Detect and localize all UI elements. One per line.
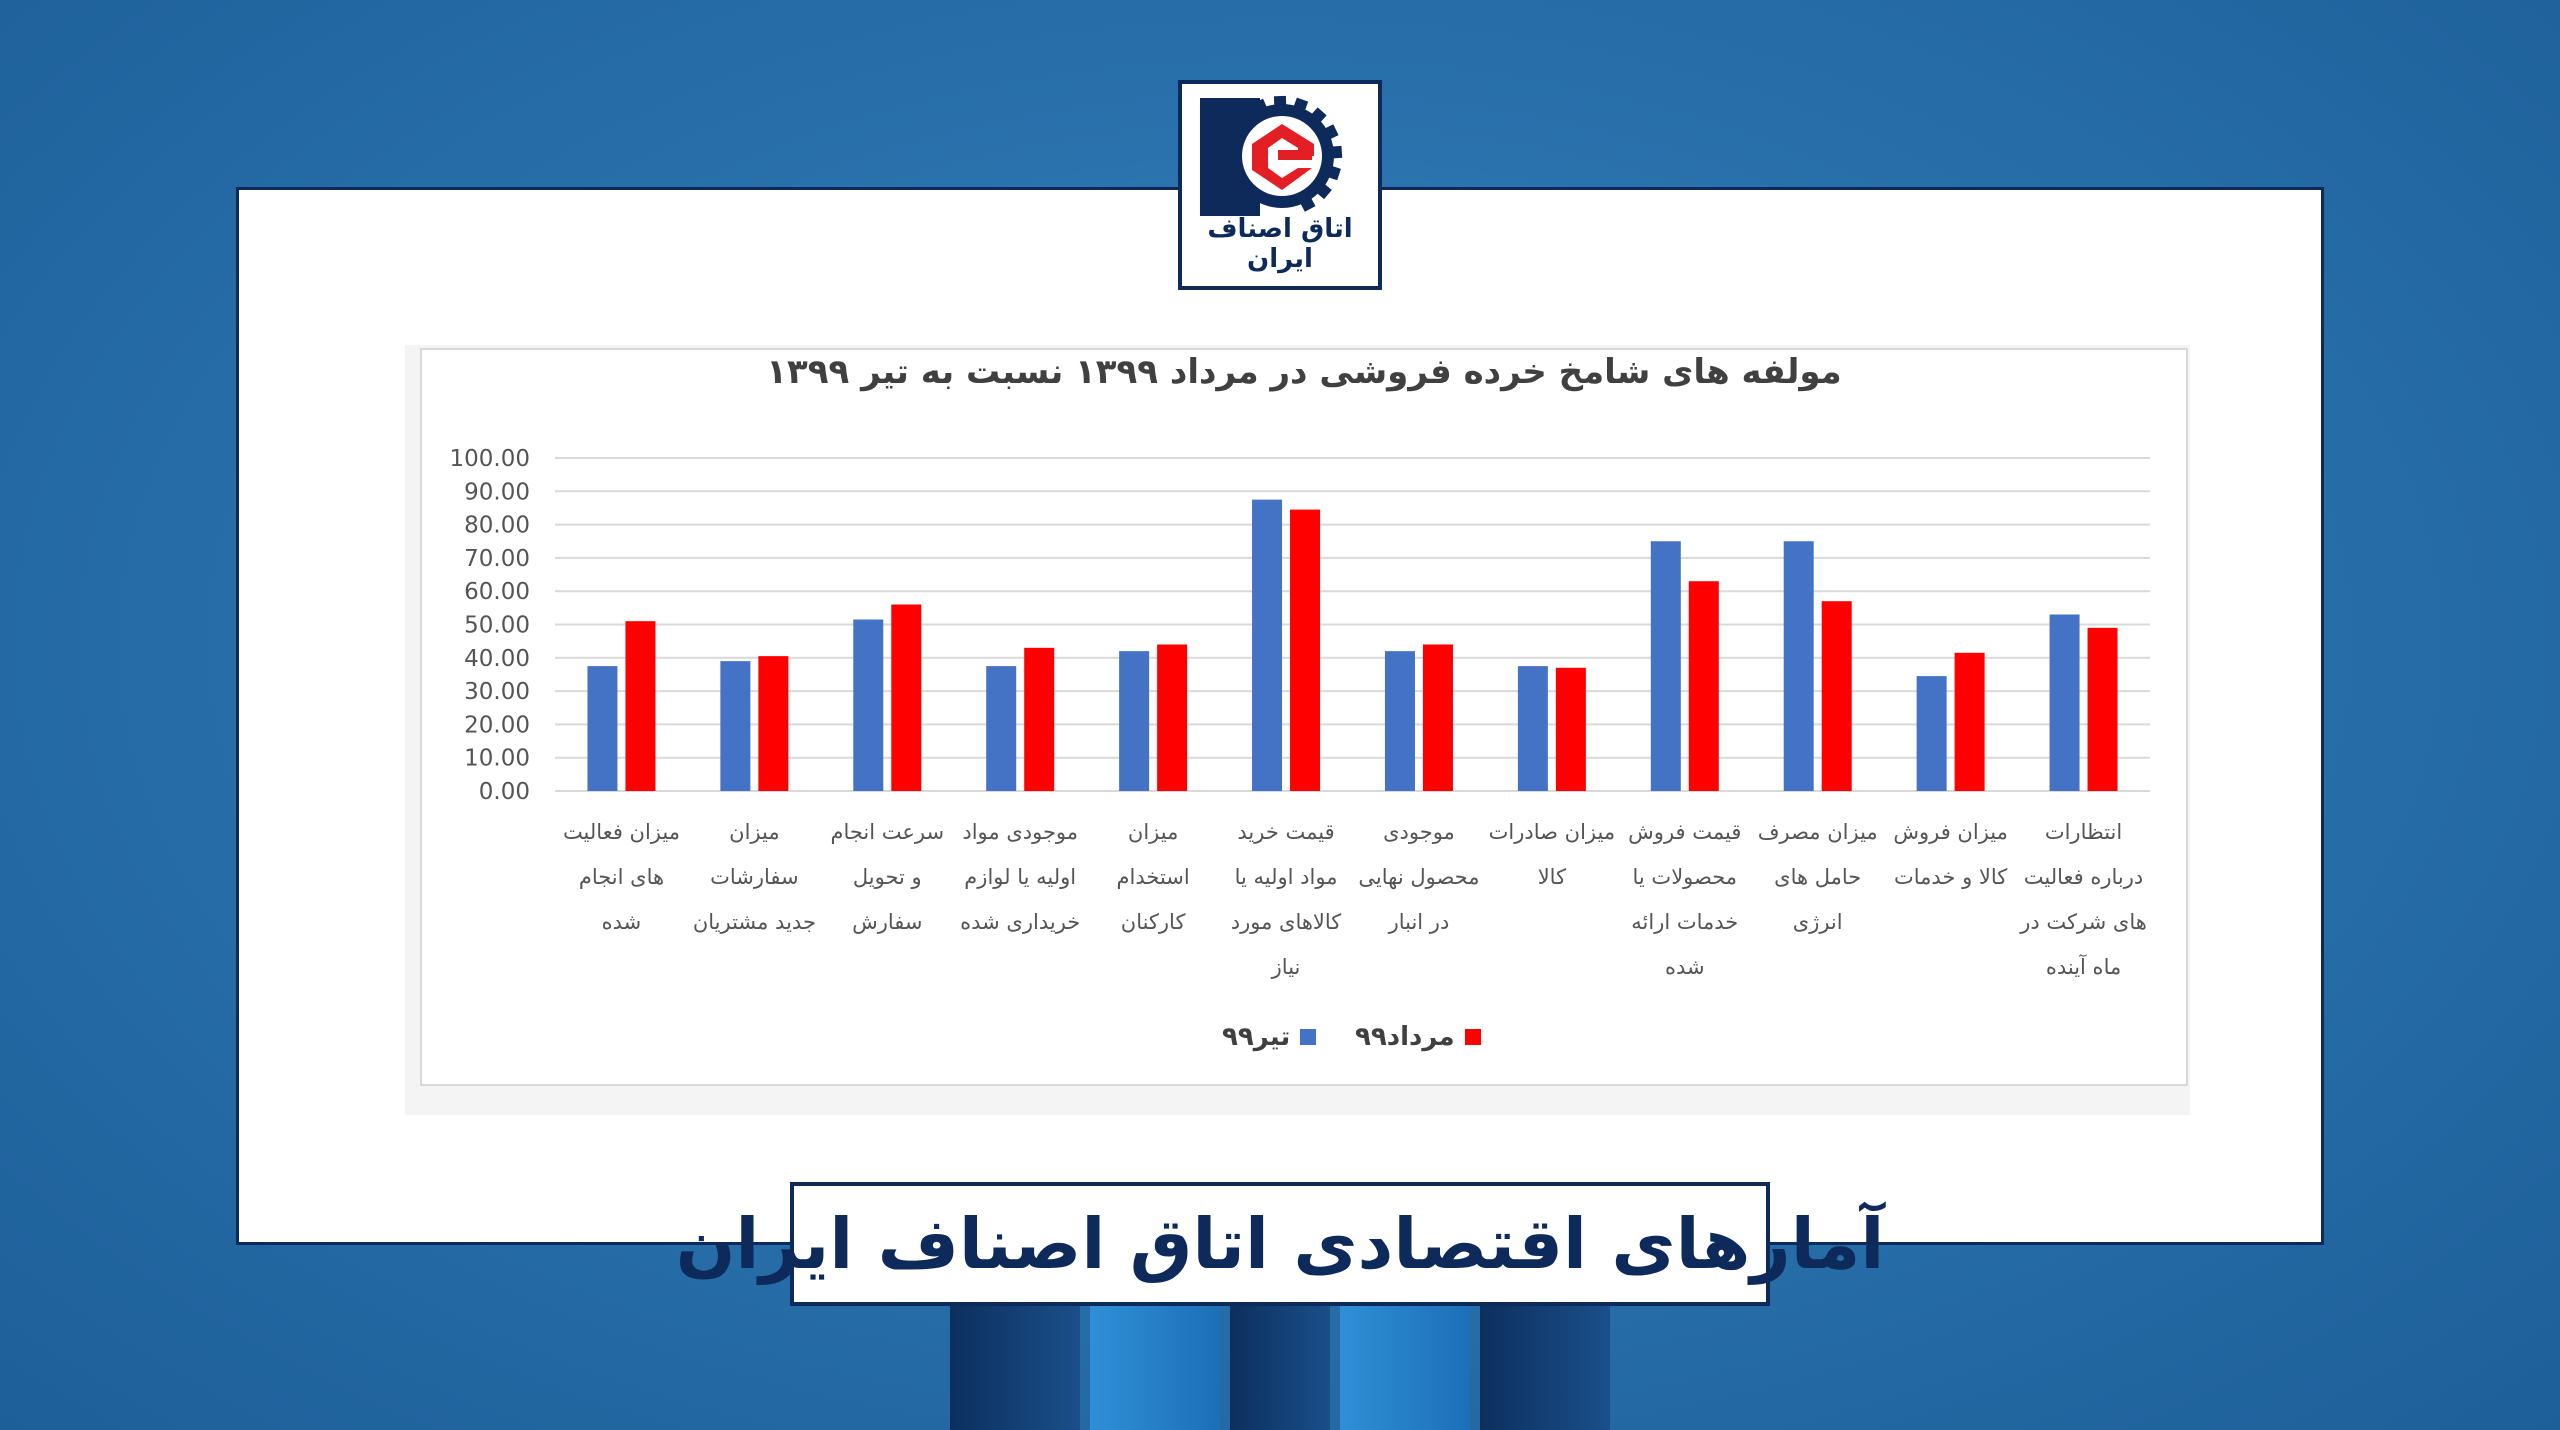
bar-tir (720, 661, 751, 791)
stand-panel-1 (950, 1306, 1080, 1430)
bar-mordad (1290, 509, 1321, 791)
y-tick-label: 20.00 (464, 712, 530, 738)
logo-emblem-icon (1200, 95, 1343, 216)
x-category-label: موجودی مواد اولیه یا لوازم خریداری شده (960, 820, 1081, 934)
y-tick-label: 30.00 (464, 679, 530, 705)
x-category-label: میزان فروش کالا و خدمات (1893, 820, 2008, 889)
y-axis-ticks: 100.00 90.00 80.00 70.00 60.00 50.00 40.00 30.0… (450, 446, 530, 805)
x-category-label: انتظارات درباره فعالیت های شرکت در ماه آ… (2020, 820, 2147, 979)
y-tick-label: 40.00 (464, 646, 530, 672)
bar-mordad (1024, 647, 1055, 791)
legend-swatch-tir (1300, 1029, 1317, 1045)
stand-panel-3 (1230, 1306, 1330, 1430)
bar-tir (1783, 541, 1814, 791)
bar-mordad (891, 604, 922, 791)
bar-tir (853, 619, 884, 791)
y-tick-label: 90.00 (464, 479, 530, 505)
bar-tir (986, 666, 1017, 791)
x-category-label: قیمت فروش محصولات یا خدمات ارائه شده (1628, 820, 1742, 979)
bar-mordad (758, 656, 789, 791)
bar-tir (2049, 614, 2080, 791)
bar-tir (1650, 541, 1681, 791)
y-tick-label: 100.00 (450, 446, 530, 472)
legend-swatch-mordad (1464, 1029, 1481, 1045)
y-tick-label: 50.00 (464, 613, 530, 639)
y-tick-label: 10.00 (464, 746, 530, 772)
bar-mordad (1555, 667, 1586, 791)
stand-panel-2 (1090, 1306, 1220, 1430)
bar-mordad (1688, 581, 1719, 791)
bar-mordad (2087, 627, 2118, 791)
chart-gridlines (555, 457, 2150, 792)
bar-mordad (625, 621, 656, 791)
chart-legend: تیر۹۹ مرداد۹۹ (0, 1022, 2560, 1062)
bar-mordad (1422, 644, 1453, 791)
bar-tir (1252, 499, 1283, 791)
bar-mordad (1821, 601, 1852, 791)
legend-label-mordad: مرداد۹۹ (1355, 1022, 1455, 1052)
x-category-label: میزان مصرف حامل های انرژی (1757, 820, 1878, 934)
legend-item-tir: تیر۹۹ (1222, 1022, 1317, 1052)
logo: اتاق اصناف ایران (1178, 80, 1382, 290)
bar-mordad (1157, 644, 1188, 791)
bar-tir (1916, 676, 1947, 791)
y-tick-label: 60.00 (464, 579, 530, 605)
y-tick-label: 80.00 (464, 513, 530, 539)
chart-bars (587, 499, 2118, 791)
x-category-label: میزان صادرات کالا (1488, 820, 1616, 889)
x-category-label: قیمت خرید مواد اولیه یا کالاهای مورد نیا… (1230, 820, 1342, 979)
y-tick-label: 70.00 (464, 546, 530, 572)
bar-tir (1384, 651, 1415, 791)
logo-text: اتاق اصناف ایران (1207, 214, 1353, 274)
x-category-label: موجودی محصول نهایی در انبار (1358, 820, 1480, 934)
legend-item-mordad: مرداد۹۹ (1355, 1022, 1481, 1052)
banner-title: آمارهای اقتصادی اتاق اصناف ایران (675, 1203, 1885, 1285)
stand-panel-4 (1340, 1306, 1470, 1430)
stand-panel-5 (1480, 1306, 1610, 1430)
bar-tir (1517, 666, 1548, 791)
x-category-label: میزان فعالیت های انجام شده (562, 820, 680, 934)
bar-tir (1119, 651, 1150, 791)
x-category-label: میزان سفارشات جدید مشتریان (692, 820, 816, 934)
chart-title: مولفه های شامخ خرده فروشی در مرداد ۱۳۹۹ … (766, 352, 1842, 392)
bar-mordad (1954, 652, 1985, 791)
legend-label-tir: تیر۹۹ (1222, 1022, 1291, 1052)
bar-tir (587, 666, 618, 791)
x-category-label: میزان استخدام کارکنان (1116, 820, 1190, 934)
x-category-label: سرعت انجام و تحویل سفارش (830, 820, 945, 934)
title-banner: آمارهای اقتصادی اتاق اصناف ایران (676, 1182, 1884, 1306)
y-tick-label: 0.00 (479, 779, 530, 805)
